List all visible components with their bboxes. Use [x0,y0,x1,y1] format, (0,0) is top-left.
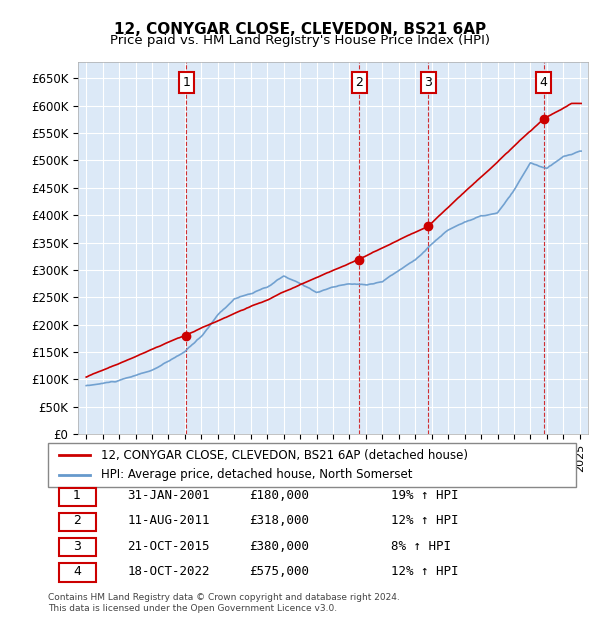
Text: 4: 4 [73,565,81,578]
Text: 12% ↑ HPI: 12% ↑ HPI [391,514,459,527]
Text: Contains HM Land Registry data © Crown copyright and database right 2024.
This d: Contains HM Land Registry data © Crown c… [48,593,400,613]
Text: Price paid vs. HM Land Registry's House Price Index (HPI): Price paid vs. HM Land Registry's House … [110,34,490,47]
Text: 1: 1 [73,489,81,502]
FancyBboxPatch shape [59,513,95,531]
Text: 18-OCT-2022: 18-OCT-2022 [127,565,210,578]
Text: 2: 2 [73,514,81,527]
Text: 31-JAN-2001: 31-JAN-2001 [127,489,210,502]
Text: £180,000: £180,000 [248,489,308,502]
Text: 3: 3 [424,76,433,89]
Text: 1: 1 [182,76,190,89]
Text: 12% ↑ HPI: 12% ↑ HPI [391,565,459,578]
Text: 19% ↑ HPI: 19% ↑ HPI [391,489,459,502]
Text: 4: 4 [539,76,548,89]
Text: 12, CONYGAR CLOSE, CLEVEDON, BS21 6AP: 12, CONYGAR CLOSE, CLEVEDON, BS21 6AP [114,22,486,37]
FancyBboxPatch shape [59,487,95,506]
FancyBboxPatch shape [59,538,95,556]
Text: £575,000: £575,000 [248,565,308,578]
Text: 8% ↑ HPI: 8% ↑ HPI [391,539,451,552]
Text: 21-OCT-2015: 21-OCT-2015 [127,539,210,552]
Text: 12, CONYGAR CLOSE, CLEVEDON, BS21 6AP (detached house): 12, CONYGAR CLOSE, CLEVEDON, BS21 6AP (d… [101,449,468,462]
Text: £380,000: £380,000 [248,539,308,552]
Text: £318,000: £318,000 [248,514,308,527]
Text: HPI: Average price, detached house, North Somerset: HPI: Average price, detached house, Nort… [101,468,412,481]
FancyBboxPatch shape [48,443,576,487]
Text: 11-AUG-2011: 11-AUG-2011 [127,514,210,527]
Text: 2: 2 [356,76,364,89]
FancyBboxPatch shape [59,563,95,582]
Text: 3: 3 [73,539,81,552]
